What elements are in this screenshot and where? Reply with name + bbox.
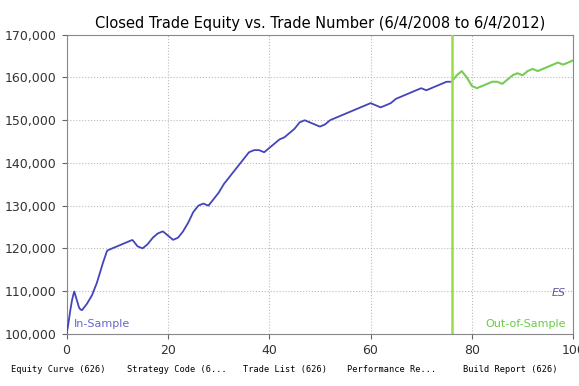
Text: Out-of-Sample: Out-of-Sample (485, 319, 566, 329)
Title: Closed Trade Equity vs. Trade Number (6/4/2008 to 6/4/2012): Closed Trade Equity vs. Trade Number (6/… (95, 16, 545, 31)
Text: Performance Re...: Performance Re... (347, 366, 436, 374)
Text: Strategy Code (6...: Strategy Code (6... (127, 366, 227, 374)
Text: ES: ES (551, 288, 566, 298)
Text: Equity Curve (626): Equity Curve (626) (11, 366, 105, 374)
Text: In-Sample: In-Sample (74, 319, 130, 329)
Text: Build Report (626): Build Report (626) (463, 366, 557, 374)
Text: Trade List (626): Trade List (626) (243, 366, 327, 374)
